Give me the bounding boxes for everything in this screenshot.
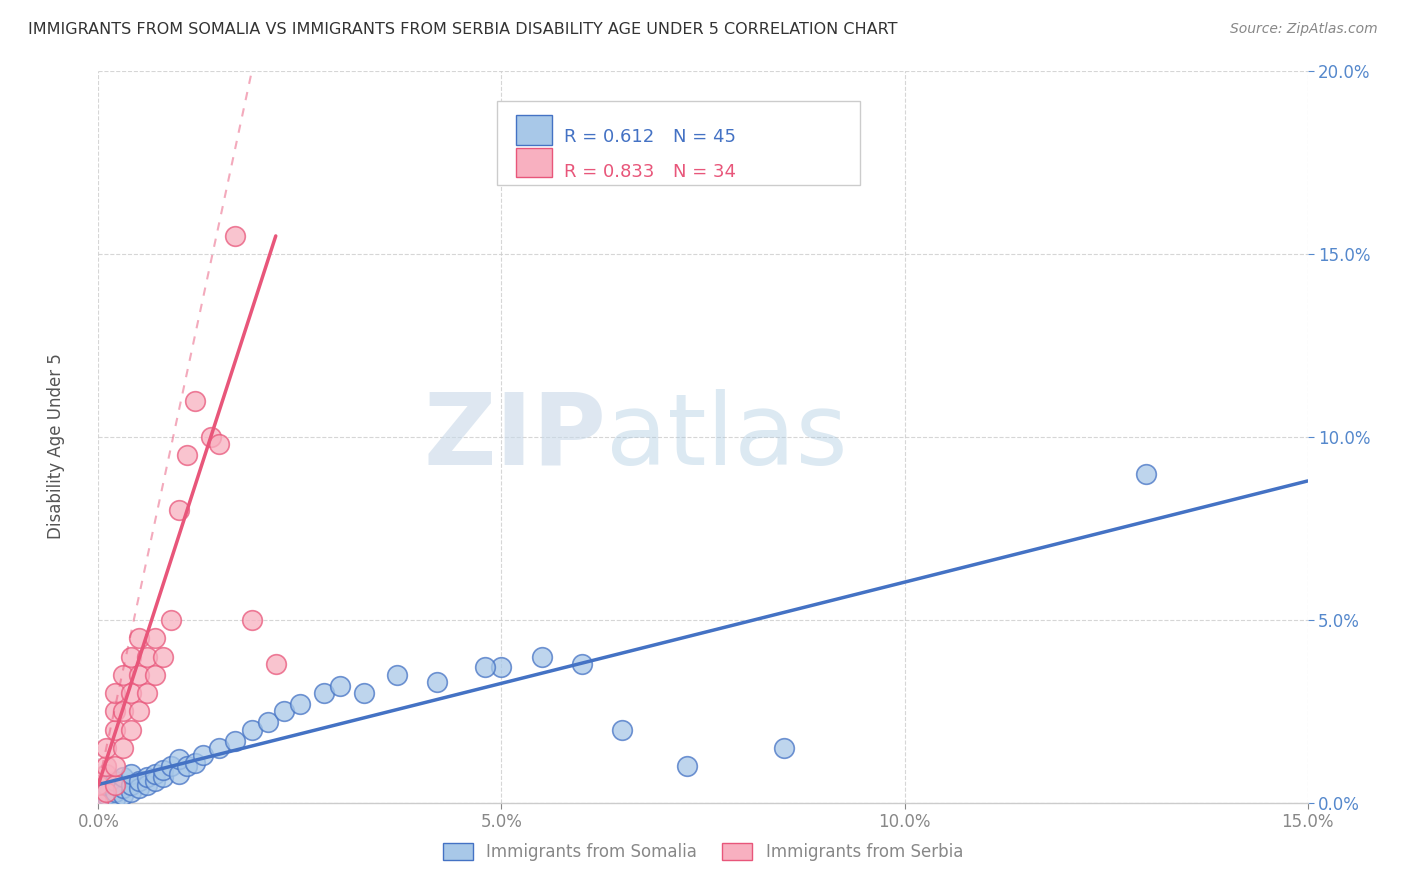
- Point: [314, 686, 336, 700]
- FancyBboxPatch shape: [498, 101, 860, 185]
- Point: [200, 430, 222, 444]
- Point: [128, 773, 150, 788]
- Point: [135, 770, 157, 784]
- Point: [103, 792, 125, 806]
- Point: [152, 649, 174, 664]
- Point: [103, 785, 125, 799]
- Point: [128, 705, 150, 719]
- Point: [167, 503, 190, 517]
- Point: [111, 789, 134, 803]
- Point: [273, 705, 295, 719]
- Point: [111, 667, 134, 681]
- Point: [143, 773, 166, 788]
- Point: [111, 705, 134, 719]
- Point: [385, 667, 408, 681]
- Point: [160, 759, 183, 773]
- Point: [103, 773, 125, 788]
- Point: [120, 785, 142, 799]
- Point: [167, 752, 190, 766]
- Point: [224, 229, 246, 244]
- Point: [96, 785, 118, 799]
- Point: [143, 766, 166, 780]
- Point: [120, 723, 142, 737]
- Point: [103, 686, 125, 700]
- Point: [96, 778, 118, 792]
- Point: [135, 649, 157, 664]
- Point: [184, 393, 207, 408]
- Bar: [516, 115, 551, 145]
- Point: [143, 667, 166, 681]
- Text: N = 34: N = 34: [672, 163, 735, 181]
- Point: [152, 763, 174, 777]
- Point: [676, 759, 699, 773]
- Point: [208, 740, 231, 755]
- Point: [353, 686, 375, 700]
- Point: [208, 437, 231, 451]
- Text: ZIP: ZIP: [423, 389, 606, 485]
- Point: [571, 657, 593, 671]
- Point: [128, 667, 150, 681]
- Point: [264, 657, 287, 671]
- Point: [143, 632, 166, 646]
- Text: R = 0.612: R = 0.612: [564, 128, 654, 146]
- Point: [103, 705, 125, 719]
- Point: [96, 759, 118, 773]
- Point: [111, 740, 134, 755]
- Point: [329, 679, 352, 693]
- Point: [772, 740, 794, 755]
- Point: [103, 778, 125, 792]
- Point: [240, 723, 263, 737]
- Point: [96, 766, 118, 780]
- Point: [491, 660, 513, 674]
- Text: Disability Age Under 5: Disability Age Under 5: [48, 353, 65, 539]
- Point: [135, 778, 157, 792]
- Point: [240, 613, 263, 627]
- Point: [103, 723, 125, 737]
- Point: [426, 675, 449, 690]
- Point: [530, 649, 553, 664]
- Point: [87, 796, 110, 810]
- Point: [176, 448, 198, 462]
- Point: [184, 756, 207, 770]
- Point: [135, 686, 157, 700]
- Point: [96, 789, 118, 803]
- Text: R = 0.833: R = 0.833: [564, 163, 654, 181]
- Point: [224, 733, 246, 747]
- Point: [87, 796, 110, 810]
- Text: Source: ZipAtlas.com: Source: ZipAtlas.com: [1230, 22, 1378, 37]
- Point: [96, 740, 118, 755]
- Point: [160, 613, 183, 627]
- Point: [288, 697, 311, 711]
- Point: [128, 781, 150, 796]
- Bar: [516, 148, 551, 178]
- Point: [612, 723, 634, 737]
- Point: [120, 686, 142, 700]
- Point: [120, 766, 142, 780]
- Point: [87, 778, 110, 792]
- Point: [103, 759, 125, 773]
- Text: IMMIGRANTS FROM SOMALIA VS IMMIGRANTS FROM SERBIA DISABILITY AGE UNDER 5 CORRELA: IMMIGRANTS FROM SOMALIA VS IMMIGRANTS FR…: [28, 22, 897, 37]
- Point: [256, 715, 278, 730]
- Point: [111, 781, 134, 796]
- Legend: Immigrants from Somalia, Immigrants from Serbia: Immigrants from Somalia, Immigrants from…: [436, 836, 970, 868]
- Point: [120, 649, 142, 664]
- Text: atlas: atlas: [606, 389, 848, 485]
- Text: N = 45: N = 45: [672, 128, 735, 146]
- Point: [152, 770, 174, 784]
- Point: [128, 632, 150, 646]
- Point: [193, 748, 215, 763]
- Point: [111, 770, 134, 784]
- Point: [176, 759, 198, 773]
- Point: [120, 778, 142, 792]
- Point: [167, 766, 190, 780]
- Point: [1135, 467, 1157, 481]
- Point: [474, 660, 496, 674]
